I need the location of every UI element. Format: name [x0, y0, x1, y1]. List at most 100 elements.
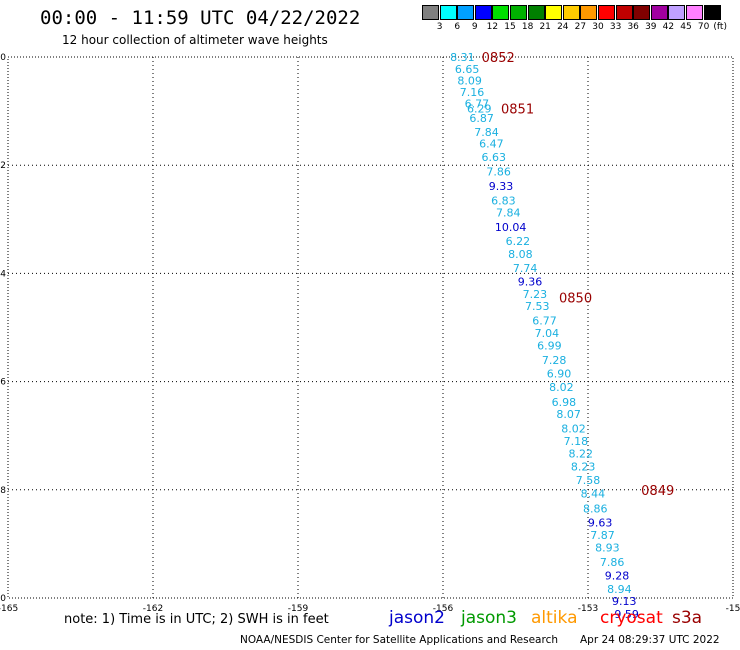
- y-tick-label: -44: [0, 269, 6, 279]
- wave-height-label: 8.07: [556, 408, 581, 421]
- legend-swatch-4: [492, 5, 510, 20]
- x-tick-label: -165: [0, 604, 18, 614]
- legend-swatch-0: [422, 5, 439, 20]
- x-tick-label: -15: [726, 604, 740, 614]
- satellite-label-s3a: s3a: [672, 608, 703, 628]
- wave-height-label: 9.36: [518, 276, 543, 289]
- legend-swatch-1: [439, 5, 457, 20]
- wave-height-label: 8.02: [561, 423, 586, 436]
- y-tick-label: -42: [0, 161, 6, 171]
- legend-label: 18: [521, 22, 534, 32]
- legend-swatch-11: [615, 5, 633, 20]
- legend-label: 24: [557, 22, 569, 32]
- wave-height-label: 8.23: [571, 461, 596, 474]
- wave-height-label: 9.59: [614, 608, 639, 621]
- pass-time-label: 0851: [501, 102, 534, 117]
- legend-label: 12: [486, 22, 499, 32]
- x-tick-label: -162: [143, 604, 163, 614]
- wave-height-label: 6.29: [467, 102, 492, 115]
- pass-time-label: 0850: [559, 292, 592, 307]
- legend-label: 70: [697, 22, 710, 32]
- credit-text: NOAA/NESDIS Center for Satellite Applica…: [240, 634, 558, 646]
- wave-height-label: 8.94: [607, 583, 632, 596]
- legend-swatch-15: [686, 5, 703, 20]
- wave-height-label: 6.77: [532, 314, 557, 327]
- y-tick-label: -48: [0, 486, 6, 496]
- y-tick-label: -40: [0, 53, 6, 63]
- satellite-label-altika: altika: [531, 608, 578, 628]
- legend-label: 9: [471, 22, 478, 32]
- chart-subtitle: 12 hour collection of altimeter wave hei…: [62, 33, 328, 47]
- legend-swatch-2: [457, 5, 475, 20]
- legend-unit: (ft): [713, 22, 727, 32]
- wave-height-label: 7.87: [590, 529, 615, 542]
- generation-timestamp: Apr 24 08:29:37 UTC 2022: [580, 634, 720, 646]
- x-tick-label: -153: [578, 604, 598, 614]
- wave-height-label: 6.77: [465, 98, 490, 111]
- wave-height-label: 9.33: [489, 180, 514, 193]
- legend-label: 30: [592, 22, 604, 32]
- pass-time-label: 0849: [641, 484, 674, 499]
- wave-height-label: 7.23: [523, 288, 548, 301]
- legend-label: 27: [574, 22, 587, 32]
- satellite-label-jason2: jason2: [389, 608, 445, 628]
- legend-swatch-14: [668, 5, 686, 20]
- wave-height-label: 9.13: [612, 595, 637, 608]
- wave-height-label: 6.22: [506, 235, 531, 248]
- wave-height-label: 6.47: [479, 138, 504, 151]
- wave-height-label: 8.93: [595, 542, 620, 555]
- wave-height-label: 6.63: [482, 151, 507, 164]
- legend-swatch-5: [510, 5, 527, 20]
- legend-swatch-7: [545, 5, 563, 20]
- wave-height-label: 7.74: [513, 262, 538, 275]
- wave-height-label: 8.44: [581, 488, 606, 501]
- footer-note: note: 1) Time is in UTC; 2) SWH is in fe…: [64, 612, 329, 627]
- y-tick-label: -46: [0, 378, 6, 388]
- legend-label: 45: [680, 22, 692, 32]
- wave-height-label: 7.86: [486, 166, 511, 179]
- legend-label: 6: [454, 22, 461, 32]
- wave-height-label: 8.31: [450, 51, 475, 64]
- wave-height-label: 7.86: [600, 556, 625, 569]
- wave-height-label: 7.04: [535, 327, 560, 340]
- chart-title: 00:00 - 11:59 UTC 04/22/2022: [40, 7, 361, 29]
- wave-height-label: 9.63: [588, 516, 613, 529]
- x-tick-label: -156: [433, 604, 454, 614]
- legend-label: 3: [436, 22, 443, 32]
- pass-time-label: 0852: [482, 51, 515, 66]
- legend-swatch-10: [598, 5, 615, 20]
- wave-height-label: 6.87: [469, 112, 494, 125]
- satellite-label-jason3: jason3: [461, 608, 517, 628]
- wave-height-label: 7.84: [496, 206, 521, 219]
- satellite-label-cryosat: cryosat: [600, 608, 663, 628]
- legend-label: 39: [645, 22, 657, 32]
- wave-height-label: 7.16: [460, 86, 485, 99]
- wave-height-label: 6.99: [537, 339, 562, 352]
- wave-height-label: 8.08: [508, 248, 533, 261]
- wave-height-label: 7.28: [542, 354, 567, 367]
- y-tick-label: -50: [0, 594, 6, 604]
- wave-height-label: 10.04: [495, 221, 527, 234]
- wave-height-label: 6.65: [455, 63, 480, 76]
- plot-frame: [7, 56, 734, 599]
- wave-height-label: 6.98: [552, 396, 577, 409]
- legend-label: 42: [662, 22, 675, 32]
- legend-label: 21: [539, 22, 551, 32]
- legend-swatch-6: [527, 5, 545, 20]
- legend-swatch-12: [633, 5, 651, 20]
- wave-height-label: 6.90: [547, 367, 572, 380]
- legend-label: 15: [504, 22, 516, 32]
- legend-swatch-8: [562, 5, 580, 20]
- x-tick-label: -159: [288, 604, 309, 614]
- legend-label: 33: [609, 22, 622, 32]
- wave-height-label: 6.83: [491, 194, 516, 207]
- wave-height-label: 8.22: [569, 448, 594, 461]
- legend-swatch-13: [650, 5, 668, 20]
- wave-height-label: 7.58: [576, 474, 601, 487]
- wave-height-label: 9.28: [605, 569, 630, 582]
- wave-height-label: 7.53: [525, 300, 550, 313]
- wave-height-label: 7.84: [474, 126, 499, 139]
- wave-height-label: 8.09: [457, 74, 482, 87]
- wave-height-label: 8.02: [549, 381, 574, 394]
